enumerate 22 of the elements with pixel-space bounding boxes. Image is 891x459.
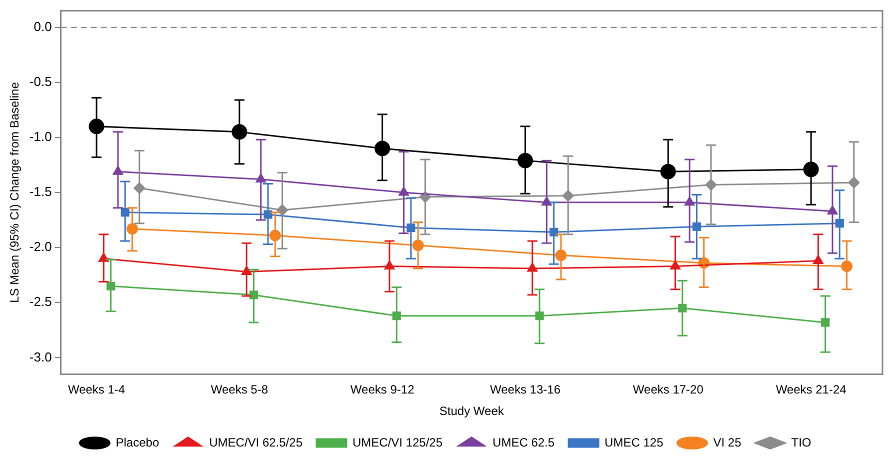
y-tick-label: 0.0: [34, 18, 52, 34]
y-tick-label: -1.5: [29, 184, 52, 200]
x-axis-title: Study Week: [439, 404, 505, 418]
legend-label: VI 25: [713, 435, 742, 450]
y-tick-label: -0.5: [29, 74, 52, 89]
x-tick-label: Weeks 21-24: [776, 382, 847, 397]
legend-label: UMEC 125: [604, 435, 664, 450]
legend-label: Placebo: [116, 435, 160, 450]
legend-label: UMEC/VI 62.5/25: [209, 435, 303, 450]
x-tick-label: Weeks 5-8: [210, 382, 268, 397]
x-tick-label: Weeks 1-4: [68, 382, 126, 397]
y-tick-label: -2.0: [29, 239, 52, 254]
y-tick-label: -1.0: [29, 129, 52, 144]
y-axis-title: LS Mean (95% CI) Change from Baseline: [8, 82, 22, 303]
x-tick-label: Weeks 9-12: [350, 382, 415, 397]
x-tick-label: Weeks 17-20: [632, 382, 704, 397]
y-tick-label: -2.5: [29, 294, 52, 310]
legend-label: UMEC/VI 125/25: [352, 435, 443, 450]
legend-label: UMEC 62.5: [492, 435, 555, 450]
y-tick-label: -3.0: [29, 349, 52, 364]
x-tick-label: Weeks 13-16: [490, 382, 561, 397]
legend-label: TIO: [791, 435, 812, 450]
